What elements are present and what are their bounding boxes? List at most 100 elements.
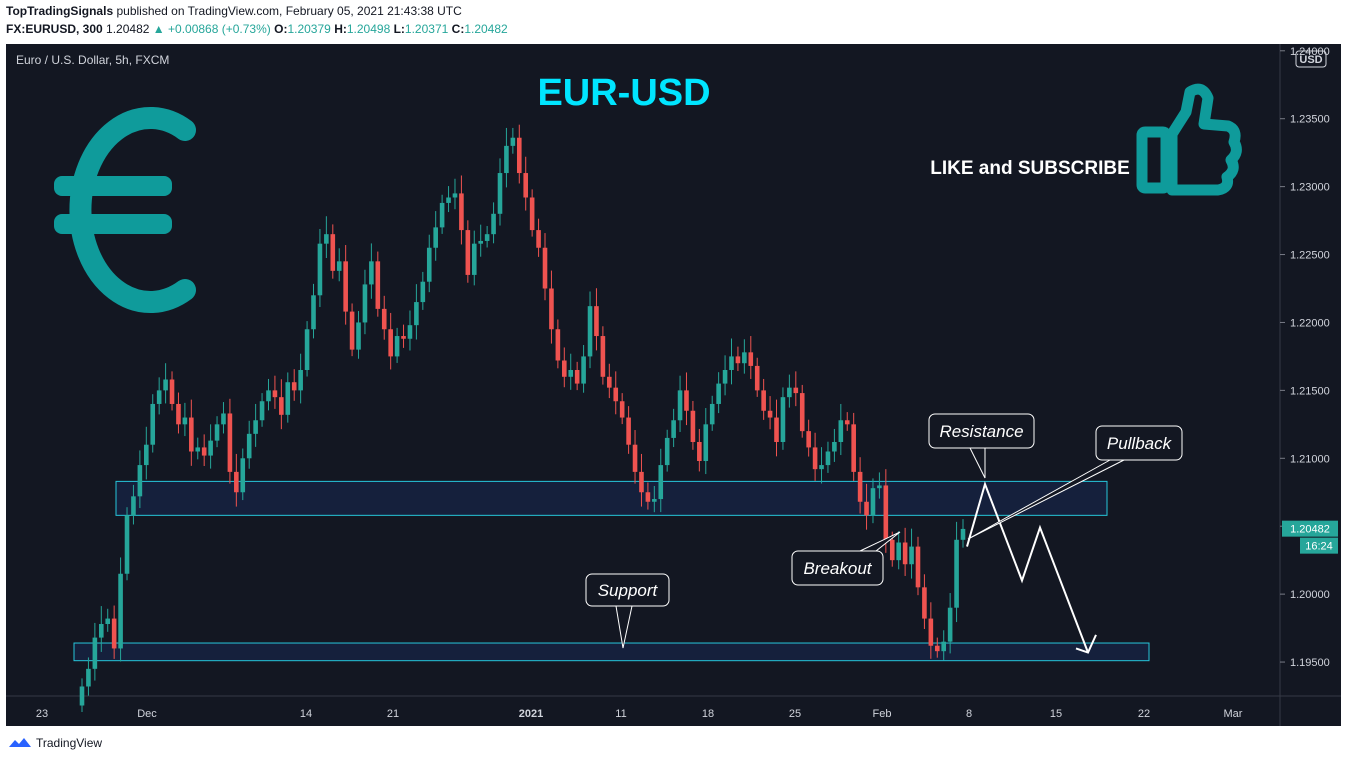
ohlc-legend: FX:EURUSD, 300 1.20482 ▲ +0.00868 (+0.73… — [6, 22, 508, 36]
candle — [491, 202, 496, 244]
symbol-label: FX:EURUSD, 300 — [6, 22, 103, 36]
candle — [658, 448, 664, 513]
candle — [510, 127, 516, 154]
support-callout[interactable]: Support — [585, 573, 670, 649]
candle — [722, 355, 728, 396]
candle — [587, 291, 593, 369]
high-value: 1.20498 — [346, 22, 391, 36]
publish-header: TopTradingSignals published on TradingVi… — [6, 4, 462, 18]
y-tick-label: 1.22500 — [1290, 250, 1330, 262]
candle — [825, 441, 831, 473]
candle — [336, 248, 342, 282]
candle — [529, 189, 535, 237]
publisher-name[interactable]: TopTradingSignals — [6, 4, 114, 18]
x-tick-label: Feb — [873, 708, 892, 720]
candle — [176, 392, 181, 434]
candle — [574, 361, 580, 391]
candle — [632, 430, 638, 484]
candle — [317, 229, 323, 308]
candle — [799, 384, 805, 438]
tradingview-footer[interactable]: TradingView — [8, 736, 102, 750]
candle — [439, 194, 445, 234]
support-callout-label: Support — [598, 581, 659, 600]
candle — [896, 531, 901, 570]
candle — [652, 486, 657, 513]
y-tick-label: 1.24000 — [1290, 46, 1330, 58]
candle — [767, 396, 773, 430]
up-arrow-icon: ▲ — [152, 22, 165, 36]
candle — [414, 284, 419, 340]
arrow-head-icon — [1075, 634, 1097, 654]
candle — [619, 393, 625, 425]
candle — [246, 420, 252, 469]
candle — [311, 283, 316, 339]
candle — [697, 428, 702, 472]
candle — [941, 630, 947, 661]
candle — [304, 321, 310, 377]
candle — [208, 424, 213, 469]
candle — [388, 312, 393, 370]
x-tick-label: 25 — [789, 708, 801, 720]
candle — [291, 369, 297, 401]
candle — [934, 637, 940, 658]
candle — [150, 394, 156, 453]
like-subscribe-text: LIKE and SUBSCRIBE — [930, 158, 1130, 179]
x-tick-label: 21 — [387, 708, 399, 720]
candle — [748, 336, 754, 379]
candle — [459, 175, 464, 245]
candle — [156, 377, 162, 415]
candle — [426, 234, 432, 293]
candle — [98, 606, 104, 652]
candle — [954, 521, 959, 623]
thumbs-up-icon — [1136, 83, 1242, 196]
pullback-callout[interactable]: Pullback — [967, 425, 1183, 540]
x-tick-label: Dec — [137, 708, 157, 720]
candle — [484, 226, 490, 248]
candle — [690, 400, 696, 450]
resistance-zone[interactable] — [115, 480, 1108, 516]
candle — [735, 346, 741, 372]
candle — [594, 288, 599, 351]
candle — [793, 371, 799, 407]
chart-title: EUR-USD — [537, 72, 710, 114]
candle — [349, 303, 355, 357]
breakout-callout[interactable]: Breakout — [791, 531, 901, 586]
candle — [857, 457, 863, 514]
candle — [851, 412, 856, 482]
last-value: 1.20482 — [106, 22, 150, 36]
x-tick-label: 8 — [966, 708, 972, 720]
candle — [549, 270, 554, 344]
resistance-callout[interactable]: Resistance — [928, 413, 1035, 479]
x-tick-label: 2021 — [519, 708, 543, 720]
candle — [137, 450, 143, 509]
support-zone[interactable] — [73, 642, 1150, 662]
candle — [118, 557, 123, 662]
projection-path[interactable] — [966, 480, 1089, 653]
candle — [639, 453, 644, 507]
candle — [742, 339, 747, 374]
candle — [182, 402, 188, 437]
candle — [465, 220, 471, 283]
candle — [131, 484, 136, 525]
breakout-callout-label: Breakout — [803, 559, 872, 578]
y-tick-label: 1.21500 — [1290, 385, 1330, 397]
x-tick-label: 11 — [615, 708, 626, 720]
candle — [844, 412, 850, 431]
candle — [227, 398, 233, 484]
candle — [838, 403, 844, 456]
candle — [703, 408, 709, 475]
candle — [709, 395, 715, 431]
candle — [607, 363, 612, 399]
y-tick-label: 1.19500 — [1290, 657, 1330, 669]
candle — [960, 519, 966, 548]
candle — [201, 434, 207, 467]
y-tick-label: 1.22000 — [1290, 317, 1330, 329]
candle — [362, 269, 368, 335]
currency-badge[interactable] — [1295, 50, 1327, 68]
x-tick-label: 15 — [1050, 708, 1062, 720]
candle — [420, 271, 426, 310]
candle — [832, 428, 837, 462]
candle — [677, 375, 683, 432]
candle — [754, 357, 760, 397]
